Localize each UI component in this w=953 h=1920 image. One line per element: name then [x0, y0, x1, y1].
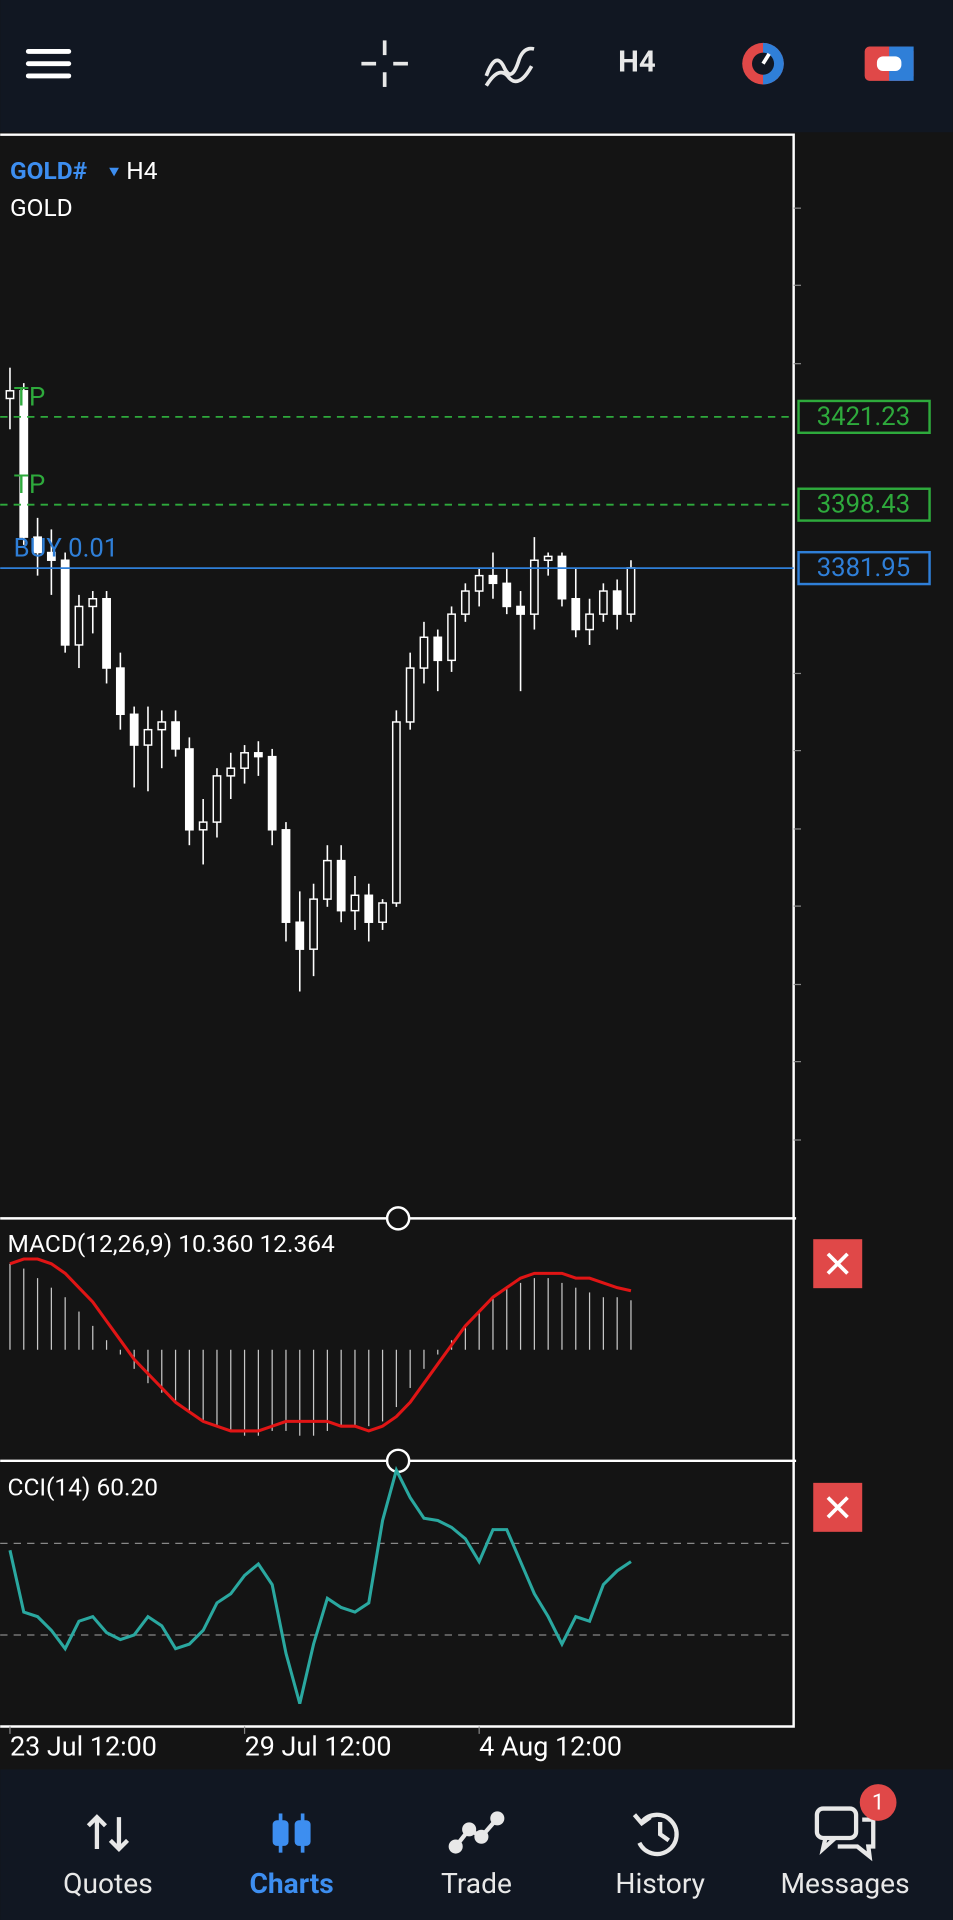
charts-icon	[272, 1813, 311, 1853]
candle-body	[46, 551, 56, 561]
candle-body	[295, 921, 305, 950]
candle-body	[184, 748, 194, 831]
toolbar	[0, 0, 953, 133]
price-tag	[797, 550, 931, 586]
price-tag-label: 3381.95	[817, 553, 910, 583]
chart-timeframe: H4	[126, 156, 157, 185]
candle-body	[226, 767, 236, 777]
candle-body	[391, 721, 401, 904]
candle-body	[281, 829, 291, 923]
price-tag	[797, 487, 931, 522]
candle-body	[157, 721, 167, 731]
symbol-dropdown[interactable]	[109, 167, 119, 177]
candle-body	[198, 821, 208, 831]
candle-body	[240, 752, 249, 769]
bottom-navigation	[0, 1769, 953, 1920]
order-label[interactable]: TP	[14, 382, 46, 412]
menu-button[interactable]	[25, 48, 72, 79]
candle-body	[336, 859, 346, 912]
candle-body	[378, 902, 387, 923]
x-axis-label: 4 Aug 12:00	[479, 1731, 622, 1763]
candle-body	[529, 559, 539, 615]
candle-body	[143, 728, 153, 746]
indicators-button[interactable]	[484, 46, 535, 87]
symbol-description: GOLD	[10, 193, 73, 222]
price-tag	[797, 399, 931, 435]
candle-body	[267, 755, 277, 831]
candle-body	[488, 574, 498, 585]
candle-body	[516, 605, 525, 615]
candle-body	[447, 613, 456, 662]
x-axis-label: 29 Jul 12:00	[245, 1731, 392, 1763]
price-tag-label: 3398.43	[817, 490, 910, 520]
price-tag-label: 3421.23	[817, 402, 910, 432]
candle-body	[5, 390, 15, 400]
nav-label[interactable]: Trade	[441, 1867, 512, 1900]
candle-body	[598, 590, 608, 615]
candle-body	[571, 598, 581, 631]
trade-icon	[448, 1811, 505, 1854]
history-icon	[632, 1812, 679, 1857]
candle-body	[364, 894, 374, 923]
candle-body	[585, 613, 594, 631]
trade-button[interactable]	[864, 46, 914, 81]
dynamic-layer: 23 Jul 12:00 29 Jul 12:00 4 Aug 12:00 TP 342…	[0, 367, 931, 1900]
candle-body	[557, 555, 567, 600]
candle-body	[350, 894, 360, 912]
x-axis-label: 23 Jul 12:00	[10, 1731, 157, 1763]
candle-body	[612, 590, 622, 615]
candle-body	[322, 859, 332, 900]
candle-body	[19, 390, 29, 538]
macd-signal-line	[9, 1257, 632, 1433]
order-label[interactable]: BUY 0.01	[14, 534, 119, 564]
badge	[859, 1784, 897, 1821]
candle-body	[115, 667, 125, 716]
pane-resize-handle[interactable]	[385, 1448, 411, 1474]
candle-body	[433, 636, 443, 662]
candle-body	[88, 598, 98, 608]
one-click-trading-button[interactable]	[742, 42, 784, 85]
candle-body	[309, 898, 318, 950]
timeframe-button[interactable]: H4	[618, 45, 656, 79]
candle-body	[543, 555, 553, 561]
candle-body	[102, 598, 111, 669]
price-axis-ticks	[793, 207, 801, 1141]
candle-body	[171, 721, 180, 750]
candle-body	[419, 636, 429, 669]
indicator-title: MACD(12,26,9) 10.360 12.364	[8, 1229, 335, 1258]
nav-label[interactable]: Messages	[780, 1867, 909, 1900]
candle-body	[253, 752, 263, 758]
candle-body	[74, 605, 84, 646]
indicator-title: CCI(14) 60.20	[8, 1472, 158, 1501]
candle-body	[60, 559, 70, 646]
cci-line	[8, 1465, 632, 1705]
nav-label[interactable]: Quotes	[63, 1867, 153, 1900]
candle-body	[626, 567, 636, 615]
pane-resize-handle[interactable]	[385, 1206, 411, 1231]
order-label[interactable]: TP	[14, 470, 46, 500]
candle-body	[502, 582, 512, 608]
badge-count: 1	[872, 1791, 884, 1816]
crosshair-button[interactable]	[361, 40, 408, 87]
close-indicator-button[interactable]	[813, 1239, 863, 1289]
candle-body	[129, 713, 139, 746]
candle-body	[474, 574, 484, 592]
quotes-icon	[86, 1814, 130, 1853]
candle-body	[460, 590, 470, 615]
candle-body	[33, 536, 42, 554]
symbol[interactable]: GOLD#	[10, 156, 88, 185]
candle-body	[405, 667, 415, 723]
nav-label[interactable]: History	[615, 1867, 705, 1900]
candle-body	[212, 775, 222, 823]
nav-label[interactable]: Charts	[249, 1867, 333, 1900]
close-indicator-button[interactable]	[813, 1482, 863, 1532]
